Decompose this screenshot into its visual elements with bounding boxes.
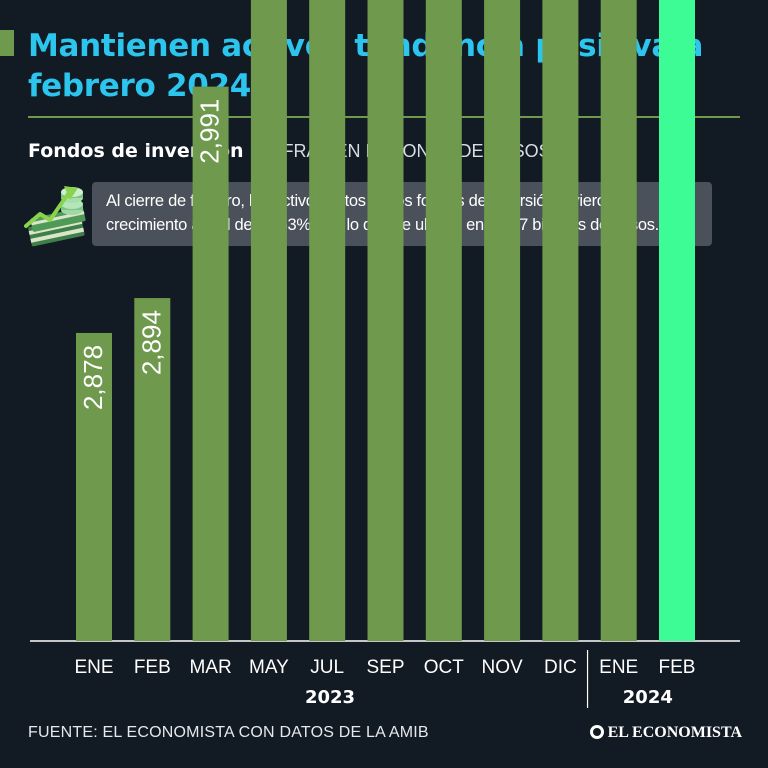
value-label-2: 2,991 <box>195 99 225 164</box>
bar-4 <box>309 0 346 641</box>
category-label-9: ENE <box>599 657 638 678</box>
year-label-2023: 2023 <box>305 687 355 708</box>
category-label-1: FEB <box>134 657 171 678</box>
source-note: FUENTE: EL ECONOMISTA CON DATOS DE LA AM… <box>28 724 429 741</box>
bar-10 <box>659 0 695 641</box>
bar-5 <box>367 0 404 641</box>
bar-9 <box>600 0 637 641</box>
bar-3 <box>250 0 287 641</box>
bar-2 <box>192 86 229 642</box>
el-economista-logo-icon <box>589 725 604 739</box>
bar-0 <box>76 332 112 641</box>
value-labels: 2,8782,8942,9913,0883,2073,2793,3503,399… <box>78 99 225 410</box>
value-label-0: 2,878 <box>78 345 108 410</box>
category-label-0: ENE <box>74 657 113 678</box>
publisher-logo: EL ECONOMISTA <box>589 724 742 742</box>
year-group-labels: 2023 2024 <box>305 650 673 708</box>
category-label-4: JUL <box>310 657 344 678</box>
category-labels: ENE FEB MAR MAY JUL SEP OCT NOV DIC ENE FEB <box>74 657 695 678</box>
category-label-3: MAY <box>249 657 289 678</box>
value-label-1: 2,894 <box>136 310 166 375</box>
category-label-2: MAR <box>189 657 231 678</box>
year-label-2024: 2024 <box>623 687 673 708</box>
bar-8 <box>542 0 579 641</box>
category-label-5: SEP <box>366 657 404 678</box>
category-label-10: FEB <box>659 657 696 678</box>
bars <box>76 0 695 642</box>
bar-7 <box>484 0 521 641</box>
category-label-8: DIC <box>544 657 577 678</box>
title-accent-bar <box>0 30 14 56</box>
chart-title: Fondos de inversión <box>28 140 244 162</box>
publisher-logo-text: EL ECONOMISTA <box>607 724 742 741</box>
money-growth-icon <box>24 186 86 247</box>
category-label-7: NOV <box>482 657 524 678</box>
category-label-6: OCT <box>424 657 465 678</box>
bar-6 <box>425 0 462 641</box>
page-title: Mantienen activos tendencia positiva a f… <box>28 28 704 104</box>
bar-1 <box>134 298 171 641</box>
